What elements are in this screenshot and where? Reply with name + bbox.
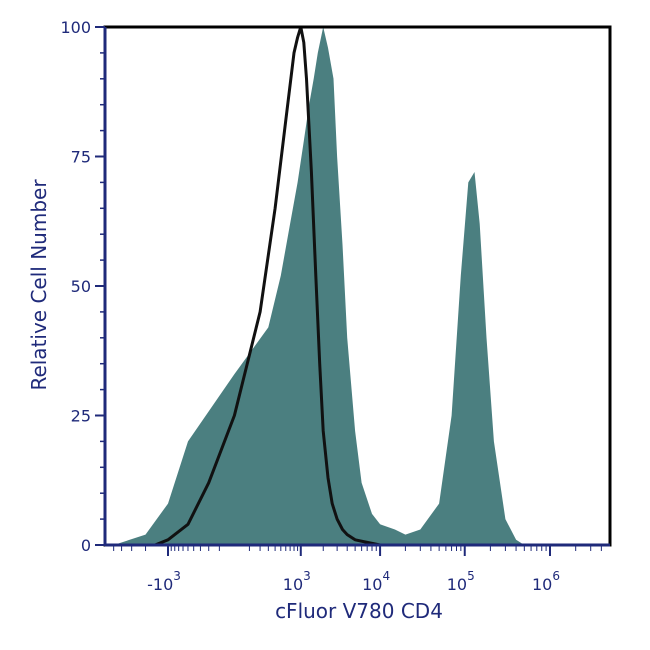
x-tick-label: 103 bbox=[283, 569, 311, 594]
axes-layer: 0 25 50 75 100 -103 103 104 105 106 bbox=[60, 18, 612, 594]
y-tick-label: 50 bbox=[71, 277, 91, 296]
series-layer bbox=[113, 25, 525, 547]
y-tick-label: 25 bbox=[71, 407, 91, 426]
x-axis-title: cFluor V780 CD4 bbox=[275, 599, 443, 623]
y-axis-title: Relative Cell Number bbox=[27, 179, 51, 391]
y-tick-label: 100 bbox=[60, 18, 91, 37]
y-tick-label: 0 bbox=[81, 536, 91, 555]
y-tick-label: 75 bbox=[71, 148, 91, 167]
outline-histogram-1 bbox=[154, 25, 395, 547]
filled-histogram-0 bbox=[113, 27, 525, 545]
x-tick-label: -103 bbox=[147, 569, 181, 594]
x-tick-label: 105 bbox=[447, 569, 475, 594]
x-tick-label: 106 bbox=[532, 569, 560, 594]
x-tick-label: 104 bbox=[362, 569, 390, 594]
